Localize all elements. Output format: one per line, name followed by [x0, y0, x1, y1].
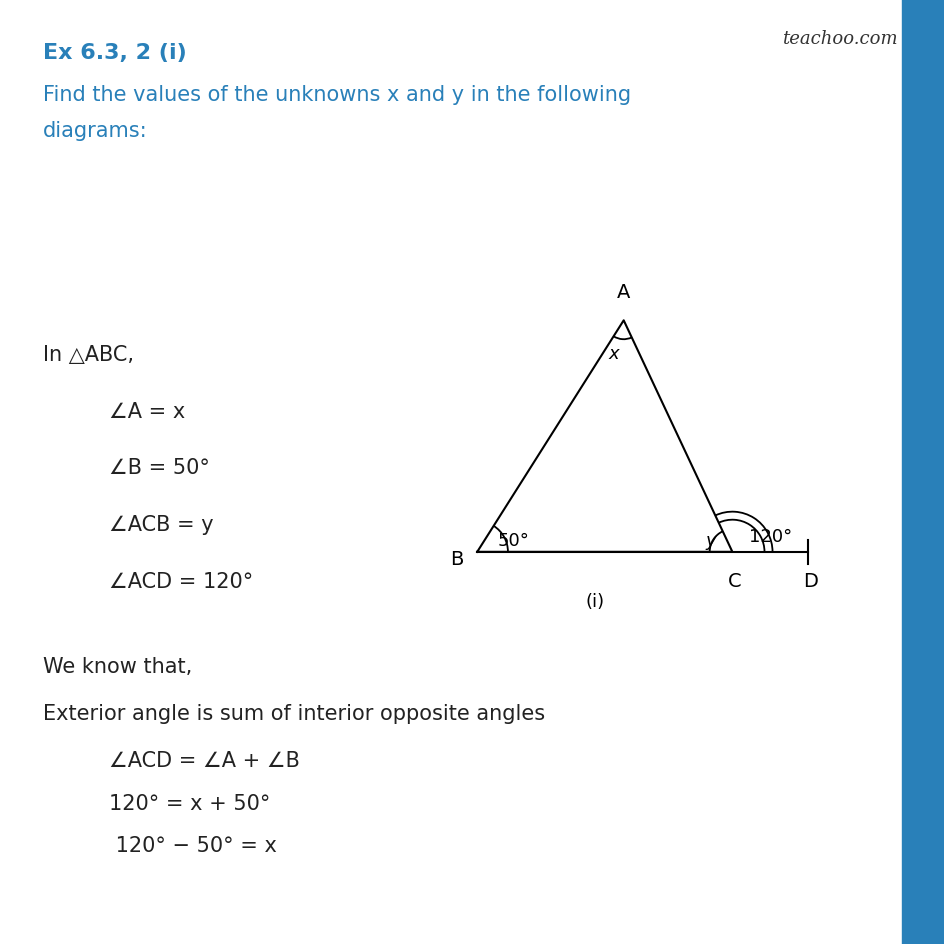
- Text: Find the values of the unknowns x and y in the following: Find the values of the unknowns x and y …: [42, 85, 630, 105]
- Text: D: D: [802, 571, 818, 590]
- Text: A: A: [616, 283, 630, 302]
- Text: y: y: [704, 531, 716, 549]
- Text: 50°: 50°: [497, 531, 529, 549]
- Text: ∠ACD = ∠A + ∠B: ∠ACD = ∠A + ∠B: [109, 750, 299, 770]
- Text: teachoo.com: teachoo.com: [782, 30, 897, 48]
- Text: Exterior angle is sum of interior opposite angles: Exterior angle is sum of interior opposi…: [42, 703, 544, 723]
- Text: x: x: [608, 345, 619, 363]
- Text: ∠B = 50°: ∠B = 50°: [109, 458, 210, 478]
- Text: ∠ACB = y: ∠ACB = y: [109, 514, 213, 534]
- Text: C: C: [727, 571, 740, 590]
- Text: 120°: 120°: [748, 527, 791, 546]
- Text: ∠A = x: ∠A = x: [109, 401, 185, 421]
- Text: In △ABC,: In △ABC,: [42, 345, 133, 364]
- Text: 120° = x + 50°: 120° = x + 50°: [109, 793, 270, 813]
- Text: ∠ACD = 120°: ∠ACD = 120°: [109, 571, 253, 591]
- Text: We know that,: We know that,: [42, 656, 192, 676]
- Text: 120° − 50° = x: 120° − 50° = x: [109, 835, 277, 855]
- Text: diagrams:: diagrams:: [42, 121, 147, 141]
- Text: Ex 6.3, 2 (i): Ex 6.3, 2 (i): [42, 42, 186, 62]
- Text: B: B: [449, 549, 463, 568]
- Text: (i): (i): [585, 592, 604, 610]
